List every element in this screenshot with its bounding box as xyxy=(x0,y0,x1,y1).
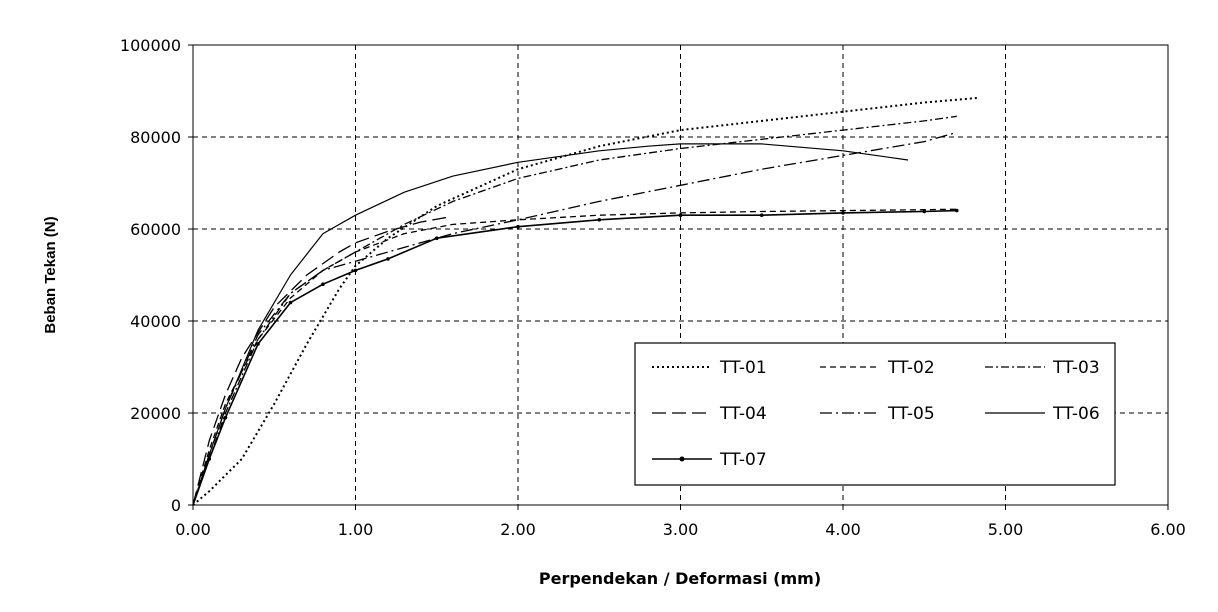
y-tick-label: 40000 xyxy=(130,312,181,331)
legend-item-tt-03: TT-03 xyxy=(985,358,1100,378)
y-tick-label: 100000 xyxy=(120,36,181,55)
y-tick-label: 60000 xyxy=(130,220,181,239)
y-axis-title: Beban Tekan (N) xyxy=(42,216,59,333)
x-tick-label: 1.00 xyxy=(338,520,374,539)
series-point-tt-07 xyxy=(516,224,520,229)
series-point-tt-07 xyxy=(353,268,358,273)
legend-label: TT-02 xyxy=(887,358,935,378)
legend-item-tt-04: TT-04 xyxy=(652,404,767,424)
legend-item-tt-07: TT-07 xyxy=(652,450,767,470)
series-point-tt-07 xyxy=(386,257,390,261)
legend-label: TT-04 xyxy=(719,404,767,424)
legend-item-tt-02: TT-02 xyxy=(820,358,935,378)
y-tick-label: 0 xyxy=(171,496,181,515)
legend-label: TT-05 xyxy=(887,404,935,424)
x-tick-label: 0.00 xyxy=(175,520,211,539)
series-point-tt-07 xyxy=(841,211,845,215)
legend-label: TT-07 xyxy=(719,450,767,470)
x-tick-label: 4.00 xyxy=(825,520,861,539)
legend-item-tt-05: TT-05 xyxy=(820,404,935,424)
series-line-tt-07 xyxy=(192,209,957,506)
series-point-tt-07 xyxy=(759,213,764,217)
x-tick-label: 2.00 xyxy=(500,520,536,539)
y-tick-label: 20000 xyxy=(130,404,181,423)
y-tick-label: 80000 xyxy=(130,128,181,147)
series-line-tt-06 xyxy=(192,143,909,506)
series-point-tt-07 xyxy=(597,218,602,222)
series-line-tt-01 xyxy=(192,96,978,506)
legend-item-tt-06: TT-06 xyxy=(985,404,1100,424)
series-point-tt-07 xyxy=(207,457,212,461)
x-tick-label: 6.00 xyxy=(1150,520,1186,539)
legend-box xyxy=(634,342,1116,486)
y-tick-labels: 0 20000 40000 60000 80000 100000 xyxy=(120,36,193,515)
legend-item-tt-01: TT-01 xyxy=(652,358,767,378)
legend-marker xyxy=(679,456,685,462)
x-tick-labels: 0.00 1.00 2.00 3.00 4.00 5.00 6.00 xyxy=(175,505,1186,539)
series-point-tt-07 xyxy=(288,300,293,305)
legend-label: TT-03 xyxy=(1052,358,1100,378)
series-point-tt-07 xyxy=(922,209,927,214)
series-point-tt-07 xyxy=(678,213,683,217)
x-tick-label: 3.00 xyxy=(663,520,699,539)
legend-label: TT-01 xyxy=(719,358,767,378)
x-axis-title: Perpendekan / Deformasi (mm) xyxy=(539,569,821,588)
series-point-tt-07 xyxy=(321,282,325,287)
series-layer xyxy=(192,96,978,506)
series-point-tt-07 xyxy=(223,415,228,420)
x-tick-label: 5.00 xyxy=(988,520,1024,539)
series-point-tt-07 xyxy=(954,208,959,213)
series-point-tt-07 xyxy=(256,342,260,346)
series-line-tt-04 xyxy=(192,216,447,506)
series-point-tt-07 xyxy=(434,236,439,240)
legend: TT-01 TT-02 TT-03 TT-04 TT-05 TT-06 TT-07 xyxy=(634,342,1116,486)
series-line-tt-05 xyxy=(192,131,957,506)
legend-label: TT-06 xyxy=(1052,404,1100,424)
